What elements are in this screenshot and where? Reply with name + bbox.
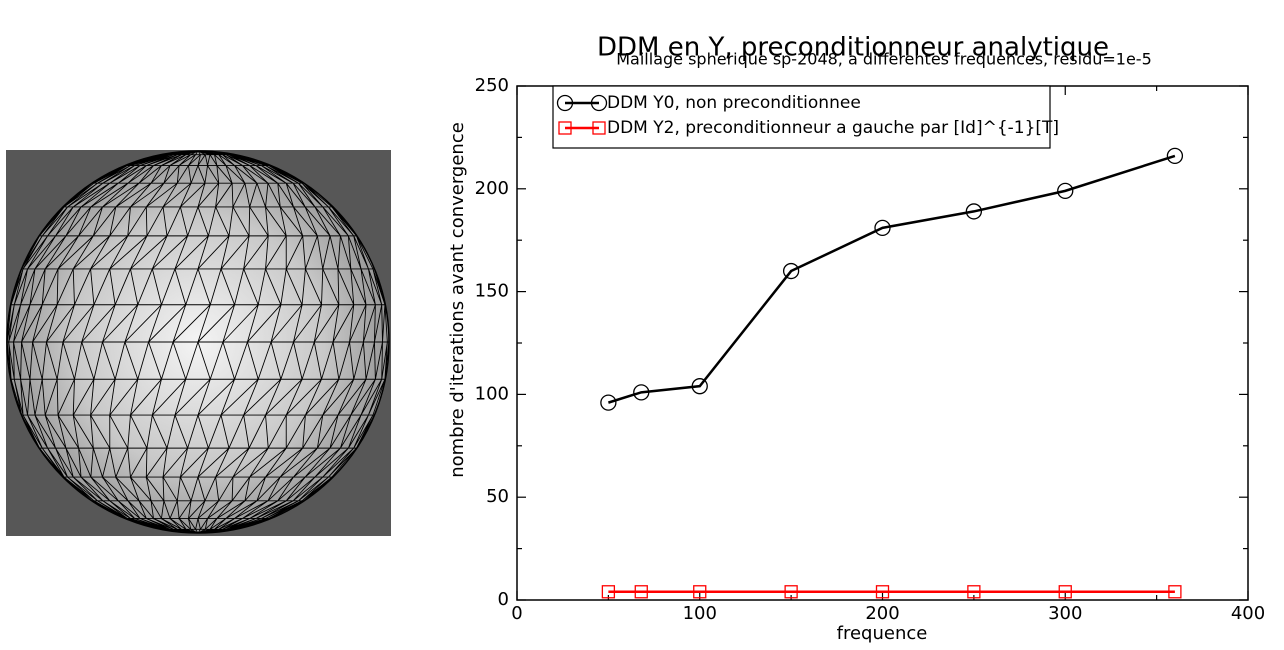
marker — [693, 585, 707, 599]
marker — [875, 585, 890, 599]
marker — [782, 262, 800, 280]
marker — [784, 585, 798, 599]
x-tick-label: 100 — [683, 603, 717, 624]
x-tick-label: 300 — [1048, 603, 1082, 624]
x-axis-label: frequence — [837, 623, 928, 644]
marker — [874, 219, 891, 237]
sphere-mesh-image — [6, 150, 391, 536]
marker — [967, 585, 981, 599]
marker — [556, 94, 574, 112]
y-tick-label: 100 — [475, 383, 509, 404]
y-axis-label: nombre d'iterations avant convergence — [447, 122, 468, 478]
mesh — [7, 151, 389, 533]
marker — [558, 121, 572, 135]
marker — [633, 384, 650, 401]
y-tick-label: 50 — [486, 486, 509, 507]
x-tick-label: 0 — [511, 603, 522, 624]
mesh-edges — [7, 151, 389, 533]
plot-frame — [516, 85, 1249, 601]
legend-label: DDM Y0, non preconditionnee — [607, 93, 861, 113]
legend: DDM Y0, non preconditionnee DDM Y2, preco… — [552, 85, 1059, 149]
chart-subtitle: Maillage spherique sp-2048, a differente… — [616, 50, 1152, 69]
marker — [600, 394, 617, 411]
x-tick-label: 200 — [865, 603, 899, 624]
legend-box — [552, 85, 1051, 149]
marker — [592, 121, 606, 135]
marker — [691, 378, 708, 395]
chart-title: DDM en Y, preconditionneur analytique — [597, 33, 1109, 63]
marker — [1168, 585, 1182, 599]
y-tick-label: 150 — [475, 281, 509, 302]
marker — [601, 585, 616, 599]
legend-label: DDM Y2, preconditionneur a gauche par [I… — [607, 118, 1059, 138]
marker — [590, 94, 608, 112]
y-tick-label: 0 — [498, 589, 509, 610]
marker — [634, 585, 648, 599]
marker — [965, 203, 983, 220]
y-tick-label: 200 — [475, 178, 509, 199]
x-tick-label: 400 — [1231, 603, 1265, 624]
y-tick-label: 250 — [475, 75, 509, 96]
marker — [1057, 182, 1074, 200]
series-line — [608, 154, 1176, 404]
marker — [1058, 585, 1072, 599]
marker — [1166, 147, 1184, 165]
